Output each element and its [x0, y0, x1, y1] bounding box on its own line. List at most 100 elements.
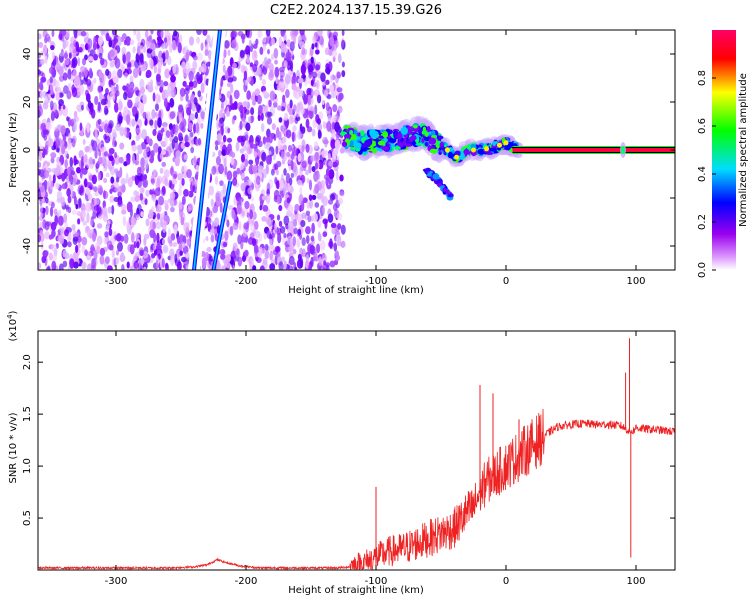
snr-y-axis-label: SNR (10 * v/v) [8, 412, 19, 483]
spectrogram-noise-blob [240, 64, 246, 74]
spectrogram-noise-blob [178, 132, 183, 140]
spectrogram-noise-blob [163, 81, 169, 87]
snr-x-tick-label: -200 [235, 576, 258, 587]
band-blob [375, 139, 380, 147]
spectrogram-noise-blob [63, 213, 68, 224]
spectrogram-noise-blob [156, 212, 161, 221]
spectrogram-noise-blob [144, 198, 148, 206]
spectrogram-noise-blob [48, 174, 52, 183]
spectrogram-noise-blob [317, 220, 322, 229]
spectrogram-noise-blob [107, 206, 112, 214]
spectrogram-noise-blob [216, 260, 221, 269]
spectrogram-noise-blob [38, 33, 42, 40]
spectrogram-noise-blob [299, 30, 305, 36]
spectrogram-noise-blob [316, 243, 320, 254]
spectrogram-noise-blob [98, 149, 102, 157]
spectrogram-noise-blob [201, 257, 207, 268]
spectrogram-noise-blob [79, 122, 83, 131]
spectrogram-noise-blob [299, 186, 303, 196]
spectrogram-noise-blob [285, 51, 292, 61]
spectrogram-noise-blob [207, 49, 212, 61]
spectrogram-noise-blob [81, 245, 86, 254]
spectrogram-noise-blob [124, 72, 128, 79]
lower-branch-blob [432, 173, 440, 180]
spectrogram-noise-blob [164, 135, 169, 146]
spectrogram-noise-blob [209, 210, 213, 218]
spectrogram-noise-blob [187, 99, 192, 108]
spectrogram-noise-blob [134, 195, 140, 202]
spectrogram-noise-blob [261, 195, 268, 201]
spectrogram-noise-blob [335, 194, 339, 201]
snr-x-tick-label: -300 [105, 576, 128, 587]
spectrogram-noise-blob [156, 232, 160, 244]
spectrogram-noise-blob [150, 150, 155, 157]
spectrogram-noise-blob [277, 138, 284, 148]
spectrogram-noise-blob [49, 180, 54, 190]
snr-x-tick-label: 0 [503, 576, 509, 587]
spectrogram-noise-blob [239, 49, 245, 59]
spectrogram-noise-blob [121, 263, 125, 270]
spectrogram-noise-blob [67, 241, 72, 248]
spectrogram-noise-blob [287, 204, 294, 214]
spectrogram-noise-blob [143, 266, 147, 270]
spectrogram-noise-blob [179, 95, 184, 102]
spectrogram-noise-blob [91, 174, 97, 185]
spectrogram-noise-blob [48, 66, 54, 75]
spectrogram-noise-blob [96, 160, 100, 169]
spectrogram-noise-blob [221, 265, 225, 270]
spectrogram-noise-blob [132, 46, 136, 54]
spectrogram-noise-blob [167, 235, 173, 244]
spectrogram-noise-blob [331, 49, 338, 58]
spectrogram-noise-blob [323, 260, 327, 266]
spectrogram-noise-blob [232, 177, 238, 187]
spectrogram-noise-blob [62, 104, 66, 110]
spectrogram-noise-blob [72, 177, 77, 187]
spectrogram-noise-blob [40, 58, 45, 65]
spectrogram-noise-blob [148, 209, 154, 220]
spectrogram-noise-blob [123, 91, 128, 101]
spectrogram-noise-blob [109, 165, 113, 171]
spectrogram-noise-blob [177, 104, 183, 113]
spectrogram-noise-blob [242, 101, 249, 108]
spectrogram-noise-blob [294, 30, 299, 36]
stable-line-core [512, 148, 675, 152]
spectrogram-noise-blob [292, 248, 297, 255]
spectrogram-noise-blob [105, 32, 110, 42]
spectrogram-noise-blob [42, 129, 49, 135]
spectrogram-noise-blob [250, 107, 255, 116]
spectrogram-noise-blob [38, 262, 42, 270]
spectrogram-noise-blob [91, 232, 97, 242]
spectrogram-noise-blob [97, 184, 103, 193]
spectrogram-noise-blob [332, 149, 337, 160]
spectrogram-noise-blob [38, 109, 41, 119]
spectrogram-noise-blob [257, 104, 263, 114]
spectrogram-noise-blob [142, 178, 149, 188]
spectrogram-noise-blob [331, 132, 336, 139]
spectrogram-noise-blob [170, 74, 176, 83]
spectrogram-noise-blob [109, 49, 115, 58]
spectrogram-noise-blob [285, 89, 290, 99]
spectrogram-noise-blob [151, 109, 156, 120]
spectrogram-noise-blob [183, 154, 188, 160]
spectrogram-noise-blob [159, 57, 163, 64]
spectrogram-noise-blob [250, 196, 254, 202]
spectrogram-noise-blob [38, 119, 41, 130]
spectrogram-noise-blob [280, 30, 285, 37]
spectrogram-noise-blob [143, 174, 148, 180]
spectrogram-noise-blob [276, 195, 281, 205]
spectrogram-noise-blob [128, 87, 135, 96]
spectrogram-noise-blob [189, 50, 193, 57]
spectrogram-noise-blob [324, 47, 330, 56]
spectrogram-noise-blob [245, 122, 251, 132]
spectrogram-noise-blob [182, 80, 187, 87]
spectrogram-noise-blob [118, 101, 123, 112]
spectrogram-noise-blob [68, 173, 73, 182]
spectrogram-noise-blob [146, 135, 150, 144]
spectrogram-noise-blob [259, 265, 265, 270]
spectrogram-noise-blob [108, 39, 113, 48]
snr-panel: -300 -200 -100 0 100 0.5 1.0 1.5 2.0 Height of … [6, 310, 676, 596]
spectrogram-noise-blob [54, 126, 60, 132]
spectrogram-noise-blob [308, 163, 312, 174]
spectrogram-noise-blob [45, 221, 52, 227]
spectrogram-noise-blob [226, 170, 233, 181]
